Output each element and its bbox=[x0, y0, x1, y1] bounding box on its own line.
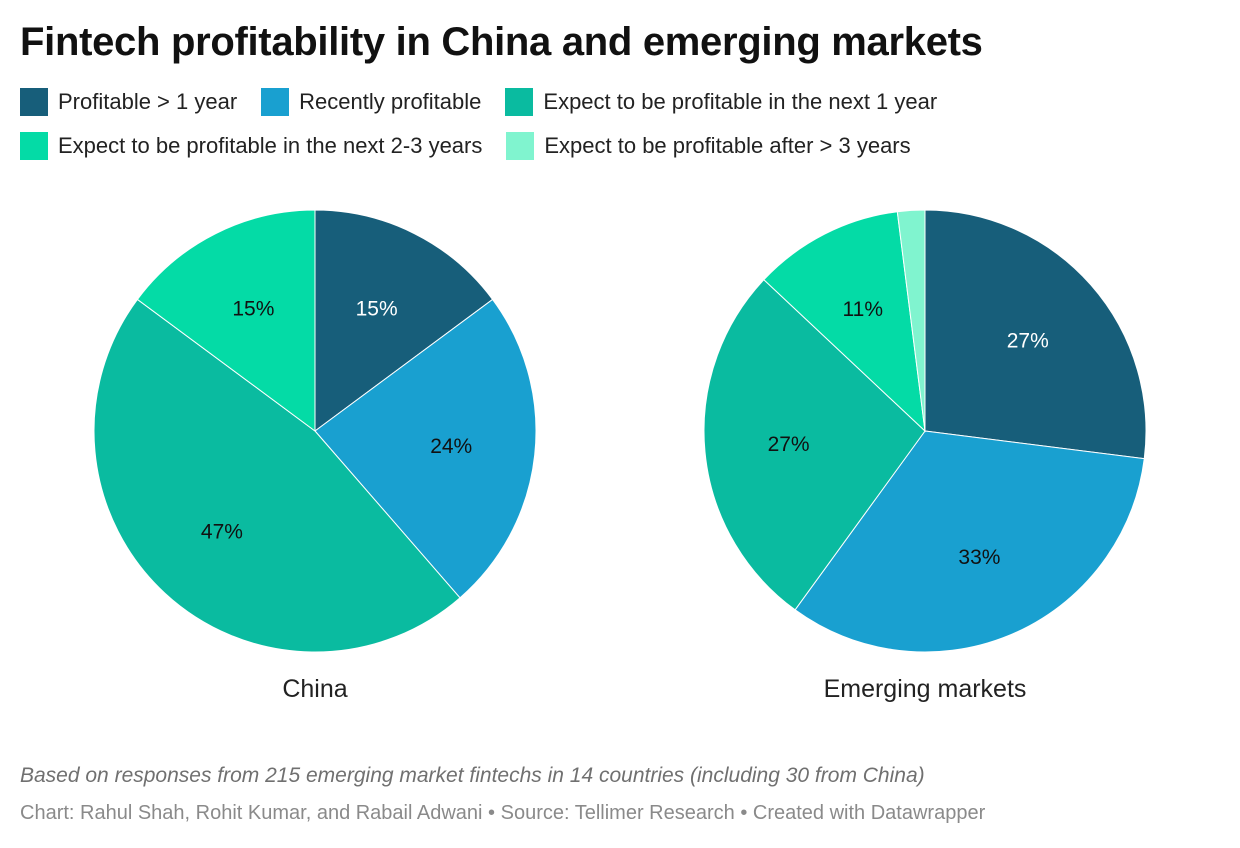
chart-note: Based on responses from 215 emerging mar… bbox=[20, 764, 925, 787]
legend-item: Expect to be profitable in the next 1 ye… bbox=[505, 88, 937, 116]
chart-credits: Chart: Rahul Shah, Rohit Kumar, and Raba… bbox=[20, 802, 986, 824]
chart-title: Fintech profitability in China and emerg… bbox=[20, 20, 983, 64]
legend-label: Expect to be profitable in the next 2-3 … bbox=[58, 133, 483, 158]
slice-label: 24% bbox=[430, 435, 472, 458]
pie-title: China bbox=[282, 675, 347, 703]
legend: Profitable > 1 year Recently profitable … bbox=[20, 88, 1120, 160]
pie-slice bbox=[763, 211, 926, 433]
pie-slice bbox=[896, 209, 926, 432]
pie-chart-china: 15% 24% 47% 15% bbox=[93, 209, 537, 653]
pie-charts: 15% 24% 47% 15% China 27% 33% 27% 11% Emerging… bbox=[93, 209, 1147, 703]
legend-swatch bbox=[20, 132, 48, 160]
legend-item: Expect to be profitable after > 3 years bbox=[506, 132, 911, 160]
legend-swatch bbox=[261, 88, 290, 116]
pie-chart-emerging-markets: 27% 33% 27% 11% bbox=[703, 209, 1147, 653]
legend-label: Recently profitable bbox=[299, 89, 482, 114]
pie-slice bbox=[703, 279, 926, 611]
legend-swatch bbox=[20, 88, 48, 116]
legend-item: Profitable > 1 year bbox=[20, 88, 237, 116]
legend-swatch bbox=[506, 132, 535, 160]
slice-label: 27% bbox=[1007, 329, 1049, 352]
slice-label: 11% bbox=[843, 298, 883, 321]
legend-swatch bbox=[505, 88, 534, 116]
pie-slice bbox=[314, 298, 537, 599]
slice-label: 47% bbox=[201, 521, 243, 544]
slice-label: 27% bbox=[768, 433, 810, 456]
pie-slice bbox=[136, 209, 316, 432]
pie-title: Emerging markets bbox=[824, 675, 1027, 703]
pie-slice bbox=[794, 430, 1145, 653]
legend-label: Expect to be profitable in the next 1 ye… bbox=[543, 89, 938, 114]
legend-label: Expect to be profitable after > 3 years bbox=[544, 133, 911, 158]
pie-slice bbox=[93, 298, 461, 653]
legend-item: Expect to be profitable in the next 2-3 … bbox=[20, 132, 482, 160]
slice-label: 15% bbox=[232, 298, 274, 321]
legend-item: Recently profitable bbox=[261, 88, 481, 116]
slice-label: 15% bbox=[356, 298, 398, 321]
legend-label: Profitable > 1 year bbox=[58, 89, 238, 114]
slice-label: 33% bbox=[958, 546, 1000, 569]
pie-slice bbox=[314, 209, 494, 432]
pie-slice bbox=[924, 209, 1147, 460]
